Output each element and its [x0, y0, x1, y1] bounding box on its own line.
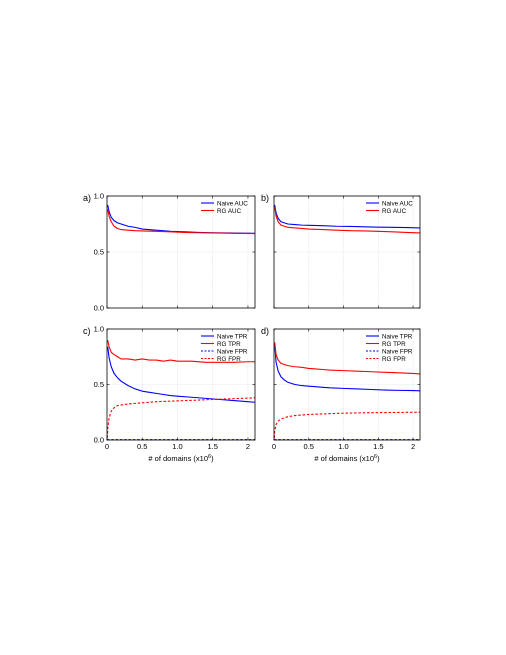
panel-d-xlabel-end: ): [377, 454, 380, 463]
panel-d-xtick-label-2: 1.0: [338, 442, 348, 451]
panel-c-ytick-label-1: 0.5: [94, 380, 104, 389]
panel-d-series-rg-fpr: [273, 411, 421, 438]
panel-c-legend-label-naive-fpr: Naive FPR: [217, 348, 248, 355]
panel-d-xtick-label-4: 2: [411, 442, 415, 451]
panel-a-ytick-label-1: 0.5: [94, 248, 104, 257]
panel-d-series-naive-tpr: [274, 344, 421, 392]
panel-d: 0 0.5 1.0 1.5 2 d) # of domains (x106) Naive TP…: [261, 326, 421, 463]
panel-c: 0 0.5 1.0 1.5 20.00.51.0c)# of domains (x106…: [83, 325, 256, 463]
panel-d-legend-label-naive-tpr: Naive TPR: [382, 333, 413, 340]
panel-b-legend-label-naive-auc: Naive AUC: [382, 200, 413, 207]
panel-d-xtick-label-1: 0.5: [304, 442, 314, 451]
panel-c-ytick-label-2: 1.0: [94, 325, 104, 334]
panel-a-label: a): [83, 193, 91, 203]
panel-d-xtick-label-3: 1.5: [373, 442, 383, 451]
panel-c-series-rg-fpr: [106, 397, 256, 438]
panel-c-ytick-label-0: 0.0: [94, 436, 104, 445]
panel-d-legend-label-naive-fpr: Naive FPR: [382, 348, 413, 355]
panel-c-xlabel-exponent: 6: [208, 454, 211, 460]
panel-c-xtick-label-2: 1.0: [172, 442, 182, 451]
panel-c-legend-label-naive-tpr: Naive TPR: [217, 333, 248, 340]
panel-c-xtick-label-3: 1.5: [207, 442, 217, 451]
panel-d-legend-label-rg-tpr: RG TPR: [382, 341, 406, 348]
panel-b-label: b): [261, 193, 269, 203]
panel-b-series-naive-auc: [274, 204, 421, 229]
panel-a-legend-label-rg-auc: RG AUC: [217, 208, 242, 215]
panel-b-series-rg-auc: [274, 207, 421, 234]
panel-d-xtick-label-0: 0: [272, 442, 276, 451]
panel-d-xlabel-exponent: 6: [374, 454, 377, 460]
panel-c-label: c): [83, 326, 91, 336]
panel-c-legend-label-rg-fpr: RG FPR: [217, 356, 241, 363]
panel-c-legend-label-rg-tpr: RG TPR: [217, 341, 241, 348]
panel-c-xlabel-main: # of domains (x10: [148, 454, 208, 463]
panel-d-label: d): [261, 326, 269, 336]
panel-a-series-rg-auc: [107, 209, 256, 235]
panel-c-xtick-label-1: 0.5: [137, 442, 147, 451]
panel-d-legend-label-rg-fpr: RG FPR: [382, 356, 406, 363]
panel-a-ytick-label-2: 1.0: [94, 192, 104, 201]
panel-a-legend-label-naive-auc: Naive AUC: [217, 200, 248, 207]
panel-c-xlabel-end: ): [211, 454, 214, 463]
panel-c-series-rg-tpr: [107, 339, 255, 363]
panel-b-legend-label-rg-auc: RG AUC: [382, 208, 407, 215]
panel-d-xlabel: # of domains (x106): [314, 454, 380, 463]
panel-c-xlabel: # of domains (x106): [148, 454, 214, 463]
panel-a-ytick-label-0: 0.0: [94, 304, 104, 313]
panel-c-xtick-label-0: 0: [105, 442, 109, 451]
panel-d-xlabel-main: # of domains (x10: [314, 454, 374, 463]
panel-d-series-rg-tpr: [274, 342, 421, 375]
panel-c-xtick-label-4: 2: [246, 442, 250, 451]
